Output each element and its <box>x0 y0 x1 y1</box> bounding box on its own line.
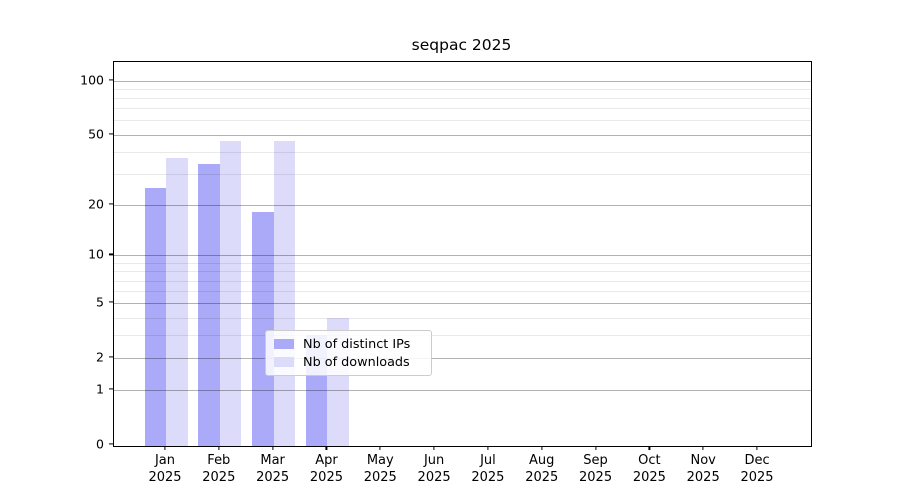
gridline-minor-6 <box>114 291 811 293</box>
gridline-minor-40 <box>114 151 811 153</box>
legend-item-distinct-ips: Nb of distinct IPs <box>274 337 423 352</box>
gridline-minor-70 <box>114 108 811 110</box>
x-tick-label-aug-2025: Aug 2025 <box>525 453 559 485</box>
x-tick-label-sep-2025: Sep 2025 <box>579 453 613 485</box>
y-tick-mark-0 <box>109 442 113 445</box>
y-tick-label-0: 0 <box>96 436 104 451</box>
x-tick-mark-oct-2025 <box>648 446 650 450</box>
y-tick-label-2: 2 <box>96 349 104 365</box>
gridline-major-1 <box>114 389 811 391</box>
legend: Nb of distinct IPs Nb of downloads <box>265 330 432 376</box>
legend-swatch-distinct-ips <box>274 339 294 349</box>
x-tick-mark-feb-2025 <box>218 446 220 450</box>
gridline-minor-60 <box>114 120 811 122</box>
x-tick-mark-sep-2025 <box>594 446 597 450</box>
y-tick-mark-20 <box>109 202 113 205</box>
bar-nb-of-distinct-ips-feb-2025 <box>198 164 220 446</box>
y-tick-label-20: 20 <box>88 196 104 212</box>
legend-swatch-downloads <box>274 357 294 367</box>
gridline-major-2 <box>114 357 811 359</box>
bar-nb-of-downloads-mar-2025 <box>273 141 296 446</box>
bar-nb-of-distinct-ips-mar-2025 <box>252 212 274 446</box>
x-tick-mark-dec-2025 <box>756 446 758 450</box>
x-tick-label-mar-2025: Mar 2025 <box>256 453 290 485</box>
x-tick-mark-may-2025 <box>379 446 381 450</box>
bar-nb-of-downloads-jan-2025 <box>166 157 188 446</box>
gridline-minor-80 <box>114 98 811 100</box>
gridline-major-20 <box>114 204 811 206</box>
x-tick-label-jan-2025: Jan 2025 <box>148 453 182 485</box>
gridline-minor-7 <box>114 280 811 282</box>
y-tick-label-100: 100 <box>80 72 104 88</box>
gridline-minor-90 <box>114 88 811 90</box>
legend-item-downloads: Nb of downloads <box>274 355 423 370</box>
legend-label-distinct-ips: Nb of distinct IPs <box>303 336 411 352</box>
chart-title: seqpac 2025 <box>411 36 512 54</box>
y-tick-mark-50 <box>109 132 113 135</box>
x-tick-mark-apr-2025 <box>325 446 328 450</box>
y-tick-mark-2 <box>109 356 113 358</box>
gridline-minor-8 <box>114 271 811 273</box>
x-tick-mark-jul-2025 <box>487 446 489 450</box>
gridline-major-5 <box>114 303 811 305</box>
x-tick-mark-aug-2025 <box>541 446 543 450</box>
y-tick-label-1: 1 <box>96 381 104 397</box>
x-tick-label-oct-2025: Oct 2025 <box>632 453 666 485</box>
x-tick-mark-mar-2025 <box>272 446 274 450</box>
x-tick-label-jul-2025: Jul 2025 <box>471 453 505 485</box>
y-tick-label-5: 5 <box>96 294 104 310</box>
x-tick-mark-jan-2025 <box>164 446 166 450</box>
x-tick-label-feb-2025: Feb 2025 <box>202 453 236 485</box>
x-tick-label-jun-2025: Jun 2025 <box>417 453 451 485</box>
gridline-major-10 <box>114 255 811 257</box>
y-tick-mark-5 <box>109 301 113 303</box>
plot-area <box>113 61 812 447</box>
gridline-minor-3 <box>114 335 811 337</box>
x-tick-mark-jun-2025 <box>433 446 435 450</box>
y-tick-label-50: 50 <box>88 126 104 142</box>
x-tick-label-apr-2025: Apr 2025 <box>309 453 343 485</box>
x-tick-mark-nov-2025 <box>702 446 704 450</box>
y-tick-mark-100 <box>109 79 113 81</box>
y-tick-mark-1 <box>109 388 113 390</box>
x-tick-label-dec-2025: Dec 2025 <box>740 453 774 485</box>
y-tick-label-10: 10 <box>88 246 104 262</box>
x-tick-label-may-2025: May 2025 <box>363 453 397 485</box>
x-tick-label-nov-2025: Nov 2025 <box>686 453 720 485</box>
bar-nb-of-distinct-ips-jan-2025 <box>144 187 166 446</box>
gridline-major-50 <box>114 134 811 136</box>
gridline-minor-30 <box>114 173 811 175</box>
bar-nb-of-downloads-feb-2025 <box>219 141 242 446</box>
legend-label-downloads: Nb of downloads <box>303 354 410 370</box>
y-tick-mark-10 <box>109 253 113 256</box>
gridline-minor-4 <box>114 317 811 319</box>
gridline-minor-9 <box>114 263 811 264</box>
gridline-major-100 <box>114 80 811 82</box>
